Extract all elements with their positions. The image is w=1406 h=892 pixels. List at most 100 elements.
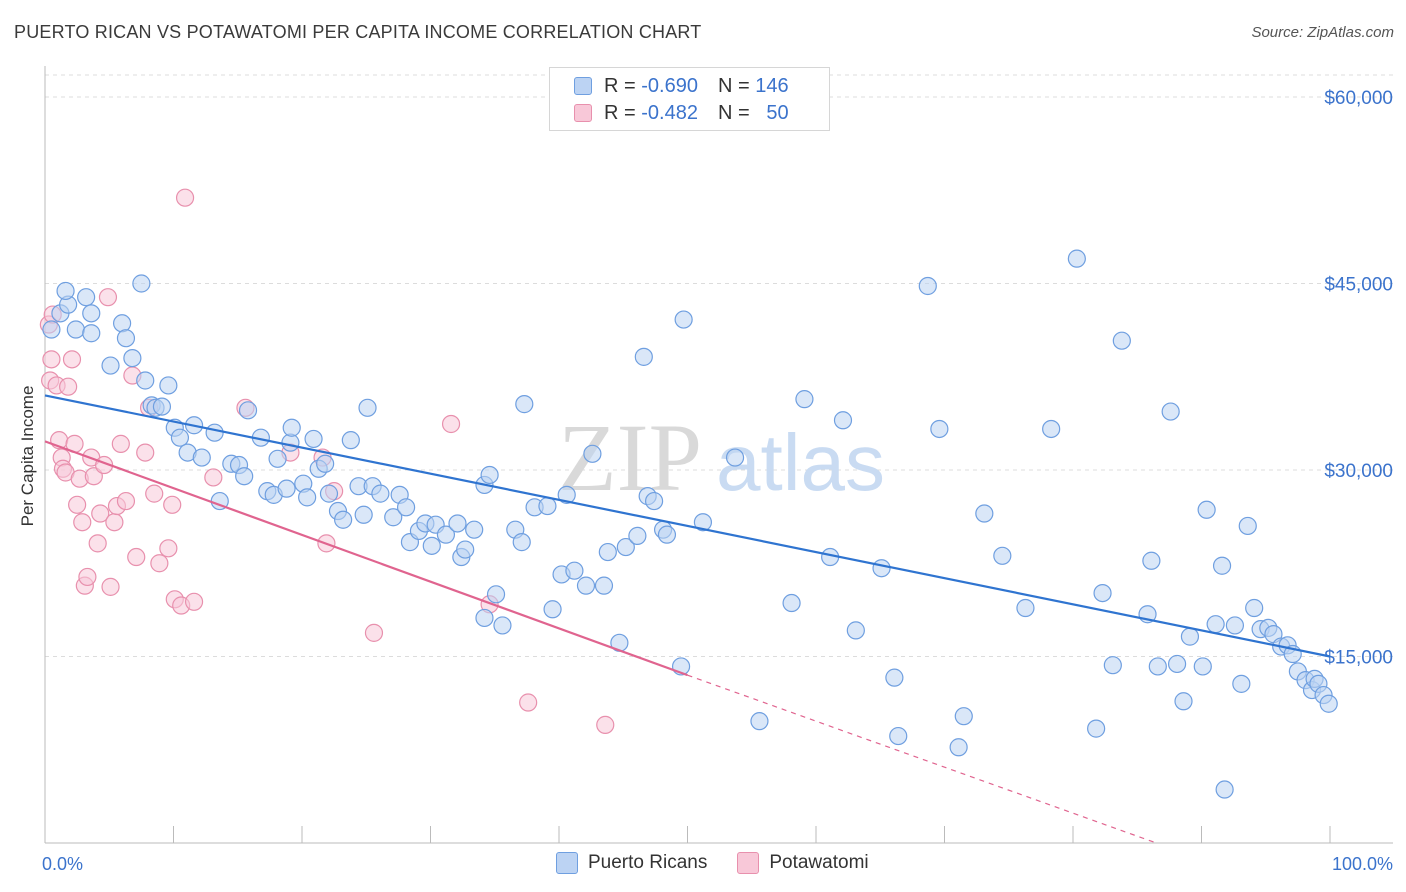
data-point bbox=[885, 668, 904, 687]
data-point bbox=[159, 539, 178, 558]
data-point bbox=[930, 419, 949, 439]
data-point bbox=[136, 371, 155, 390]
data-point bbox=[1319, 694, 1338, 713]
data-point bbox=[316, 454, 335, 473]
data-point bbox=[519, 693, 538, 712]
data-point bbox=[538, 496, 557, 516]
data-point bbox=[918, 276, 937, 296]
stats-row-potawatomi: R = -0.482 N = 50 bbox=[574, 100, 789, 126]
n-value: 50 bbox=[766, 101, 789, 124]
y-tick-label: $45,000 bbox=[1324, 275, 1393, 296]
data-point bbox=[576, 576, 596, 595]
data-point bbox=[1148, 657, 1167, 676]
data-point bbox=[298, 488, 317, 507]
x-tick-label-left: 0.0% bbox=[42, 854, 83, 874]
data-point bbox=[101, 577, 120, 596]
data-point bbox=[132, 274, 151, 293]
data-point bbox=[112, 314, 132, 333]
data-point bbox=[543, 600, 562, 619]
data-point bbox=[846, 621, 865, 640]
y-tick-labels: $15,000 $30,000 $45,000 $60,000 bbox=[1324, 88, 1393, 669]
data-point bbox=[123, 349, 142, 368]
data-point bbox=[422, 536, 441, 555]
data-point bbox=[693, 513, 713, 532]
chart-title: PUERTO RICAN VS POTAWATOMI PER CAPITA IN… bbox=[14, 22, 702, 42]
potawatomi-trend-extension bbox=[687, 674, 1157, 844]
watermark-zip: ZIP bbox=[558, 404, 702, 511]
data-point bbox=[1238, 516, 1257, 536]
data-point bbox=[1042, 419, 1061, 439]
data-point bbox=[634, 347, 653, 366]
n-value: 146 bbox=[755, 74, 789, 97]
data-point bbox=[127, 547, 146, 567]
data-point bbox=[82, 304, 101, 323]
data-point bbox=[205, 423, 224, 442]
data-point bbox=[441, 414, 461, 434]
data-point bbox=[795, 390, 814, 409]
data-point bbox=[1016, 598, 1035, 618]
data-point bbox=[782, 593, 801, 613]
legend-label: Potawatomi bbox=[769, 852, 869, 873]
data-point bbox=[889, 726, 908, 746]
data-point bbox=[268, 449, 287, 468]
data-point bbox=[594, 576, 614, 595]
data-point bbox=[42, 320, 61, 339]
data-point bbox=[56, 281, 75, 301]
data-point bbox=[448, 514, 467, 533]
r-label: R = bbox=[604, 74, 636, 97]
data-point bbox=[436, 525, 456, 544]
data-point bbox=[358, 398, 377, 417]
data-point bbox=[1167, 654, 1187, 674]
data-point bbox=[674, 310, 693, 329]
data-point bbox=[159, 376, 178, 395]
data-point bbox=[277, 479, 296, 498]
data-point bbox=[657, 525, 677, 544]
data-point bbox=[616, 537, 635, 557]
data-point bbox=[66, 320, 85, 339]
data-point bbox=[77, 288, 96, 307]
n-label: N = bbox=[717, 101, 750, 124]
data-point bbox=[78, 567, 97, 587]
data-point bbox=[1103, 656, 1122, 675]
data-point bbox=[596, 715, 615, 734]
data-point bbox=[1142, 551, 1161, 570]
data-point bbox=[371, 484, 390, 503]
data-point bbox=[1067, 249, 1086, 268]
data-point bbox=[111, 434, 130, 453]
data-point bbox=[1215, 780, 1234, 799]
data-point bbox=[833, 411, 853, 430]
data-point bbox=[1212, 556, 1232, 575]
data-point bbox=[456, 540, 475, 559]
y-axis-label: Per Capita Income bbox=[18, 386, 37, 527]
data-point bbox=[145, 484, 164, 503]
data-point bbox=[101, 356, 120, 375]
puerto-ricans-swatch bbox=[574, 77, 592, 95]
data-point bbox=[354, 505, 373, 524]
data-point bbox=[949, 738, 968, 757]
puerto-ricans-trend-line bbox=[44, 394, 1331, 658]
data-point bbox=[384, 508, 403, 527]
r-label: R = bbox=[604, 101, 636, 124]
data-point bbox=[116, 329, 136, 348]
data-point bbox=[565, 561, 584, 580]
data-point bbox=[598, 542, 617, 562]
stats-row-puerto-ricans: R = -0.690 N = 146 bbox=[574, 73, 789, 99]
data-point bbox=[557, 485, 576, 504]
data-point bbox=[725, 448, 745, 467]
legend-item-potawatomi: Potawatomi bbox=[737, 852, 869, 874]
data-point bbox=[993, 546, 1012, 565]
data-point bbox=[1180, 627, 1200, 646]
potawatomi-legend-swatch bbox=[737, 852, 760, 874]
data-point bbox=[1225, 616, 1245, 635]
data-point bbox=[150, 554, 169, 573]
source-credit: Source: ZipAtlas.com bbox=[1251, 24, 1394, 41]
trend-lines bbox=[44, 394, 1331, 844]
data-point bbox=[486, 585, 506, 604]
series-legend: Puerto Ricans Potawatomi bbox=[556, 852, 899, 874]
axes bbox=[44, 66, 1393, 844]
legend-label: Puerto Ricans bbox=[588, 852, 708, 873]
data-point bbox=[493, 616, 512, 635]
x-tick-label-right: 100.0% bbox=[1332, 854, 1393, 874]
r-value: -0.482 bbox=[641, 101, 698, 124]
